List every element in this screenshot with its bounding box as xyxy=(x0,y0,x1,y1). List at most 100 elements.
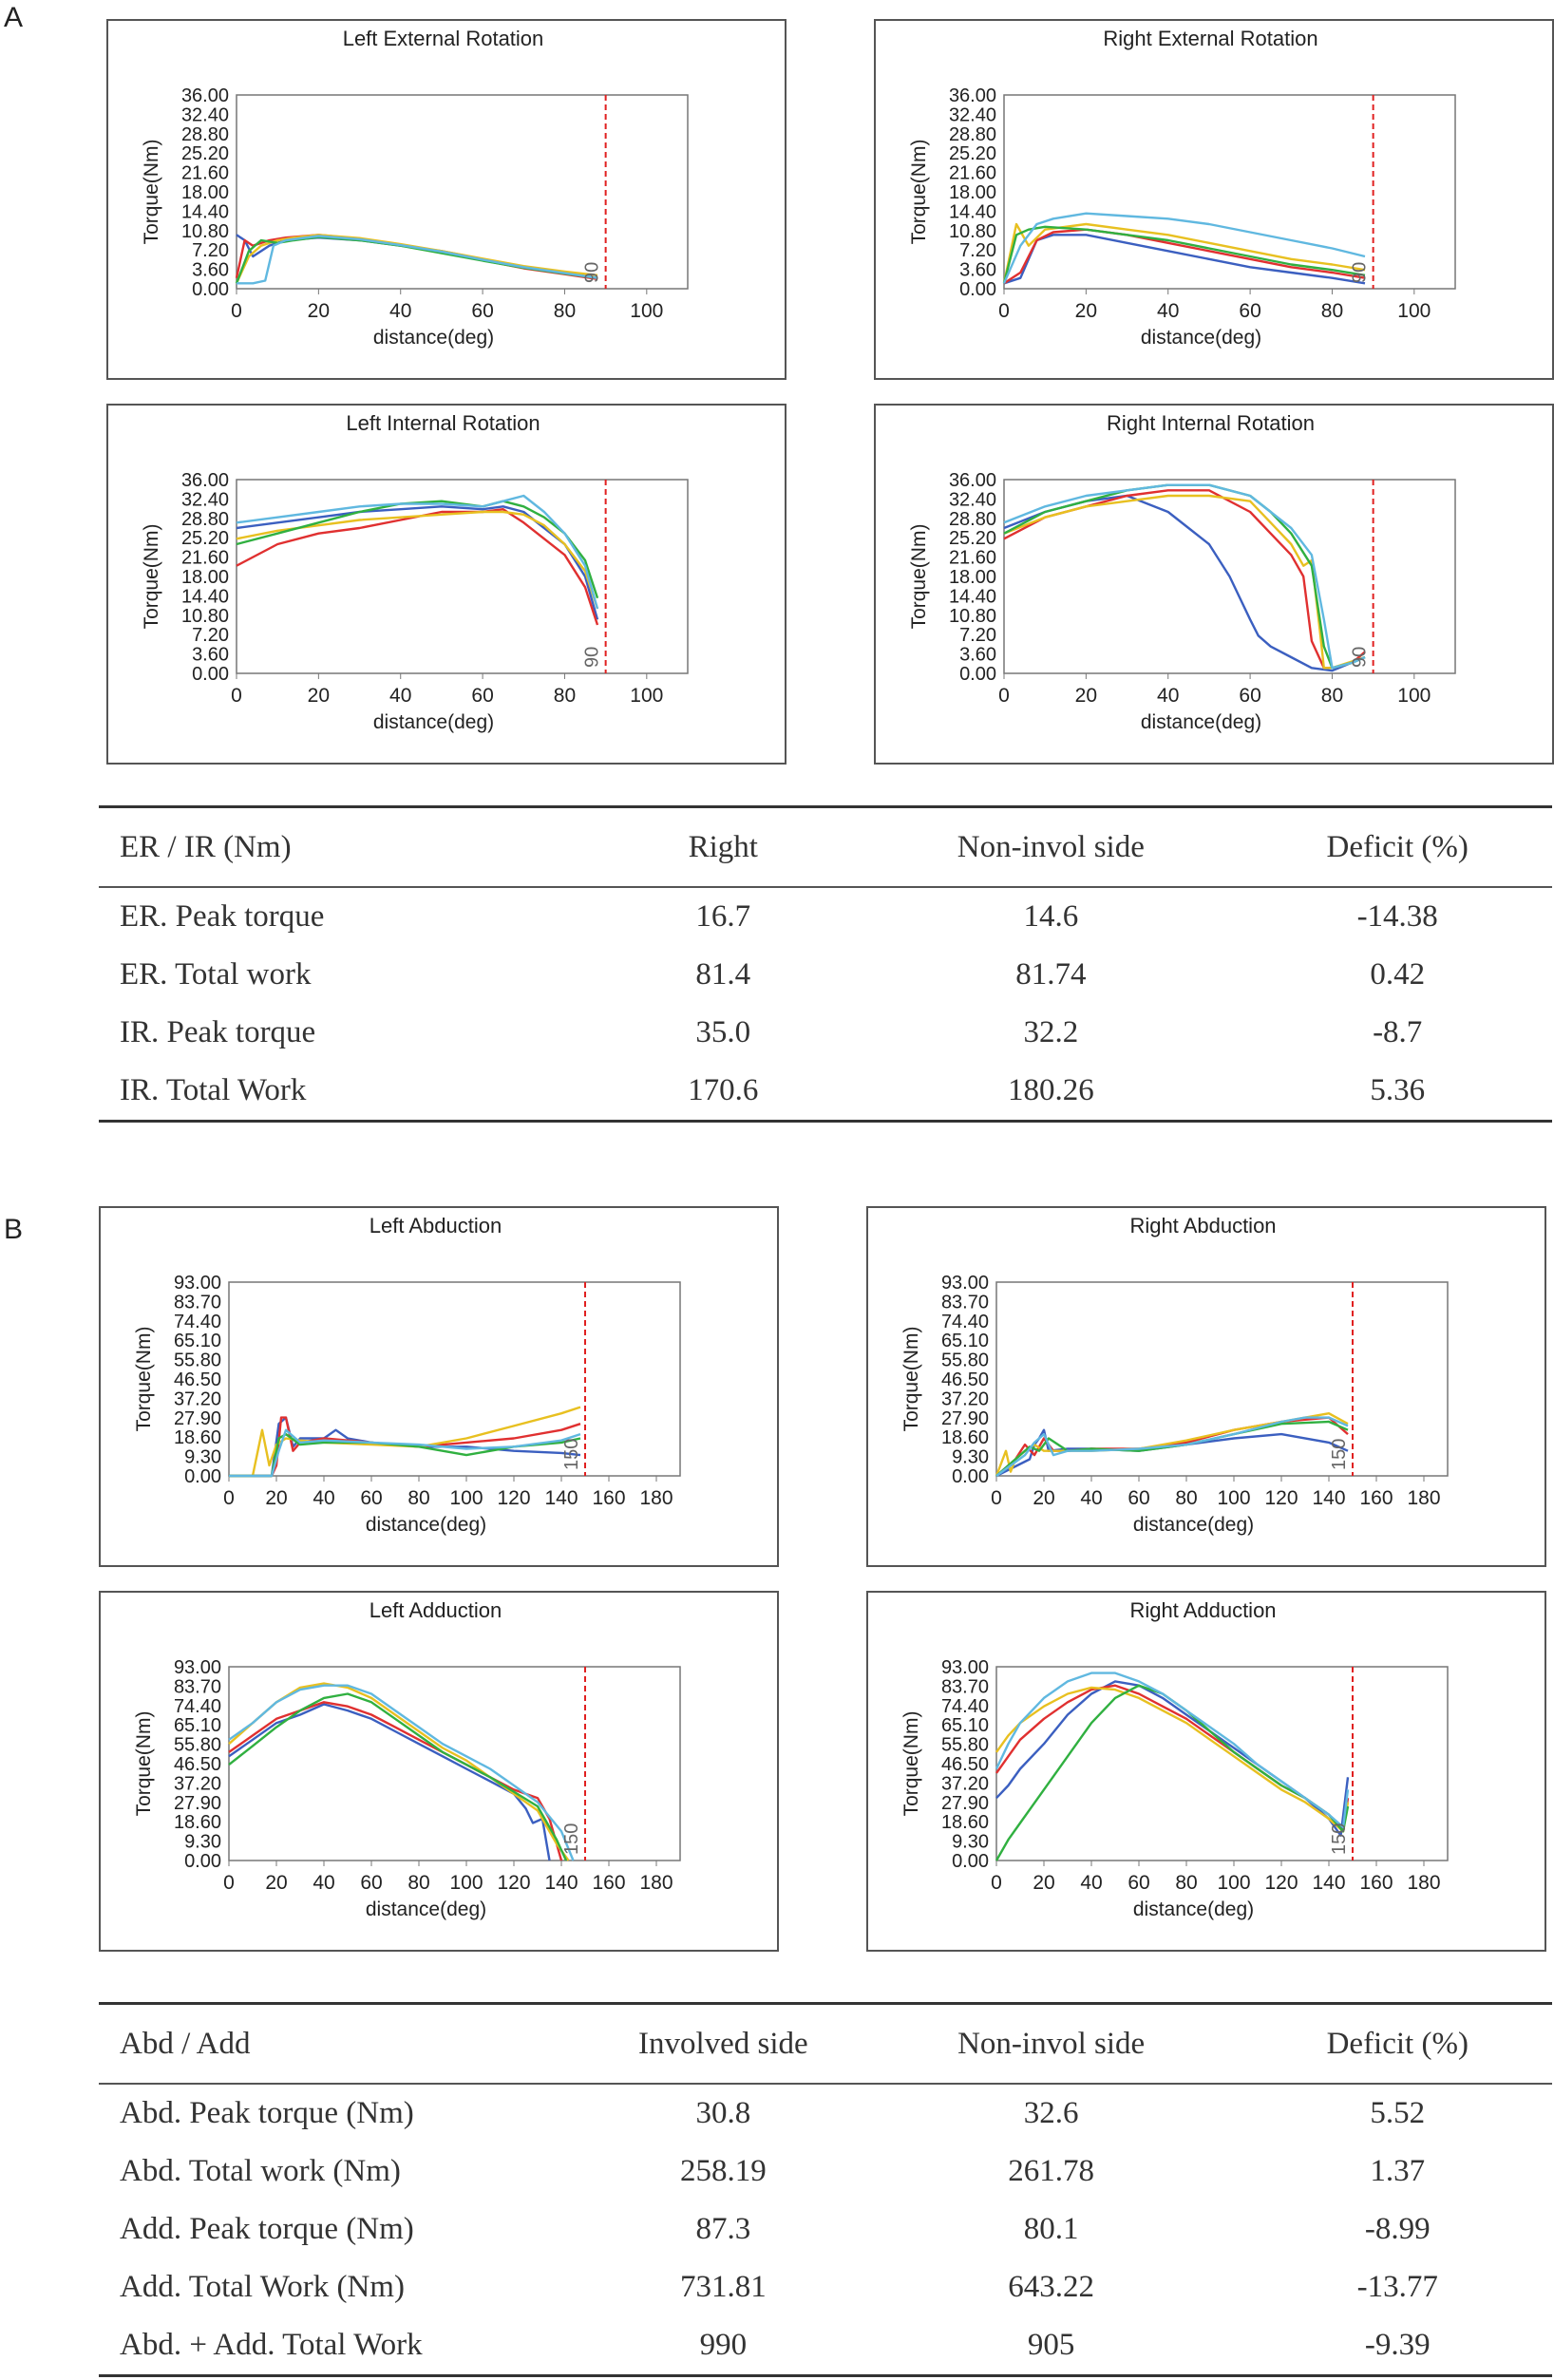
x-tick-label: 0 xyxy=(991,1872,1002,1894)
x-tick-label: 60 xyxy=(360,1872,382,1894)
x-tick-label: 120 xyxy=(1264,1487,1298,1509)
x-axis-label: distance(deg) xyxy=(1141,327,1261,349)
table-header-cell: Involved side xyxy=(637,2026,808,2061)
range-marker-label: 90 xyxy=(1350,262,1371,283)
row-label: Abd. + Add. Total Work xyxy=(120,2328,423,2362)
table-cell: -8.7 xyxy=(1373,1015,1423,1049)
chart-title: Right External Rotation xyxy=(1103,27,1317,50)
y-tick-label: 28.80 xyxy=(949,509,996,530)
y-tick-label: 83.70 xyxy=(174,1676,221,1697)
y-tick-label: 21.60 xyxy=(949,163,996,184)
y-tick-label: 37.20 xyxy=(941,1773,989,1794)
x-tick-label: 20 xyxy=(308,300,330,322)
x-axis-label: distance(deg) xyxy=(1133,1898,1254,1920)
table-cell: 80.1 xyxy=(1023,2212,1079,2246)
row-label: Add. Peak torque (Nm) xyxy=(120,2212,414,2246)
y-tick-label: 46.50 xyxy=(941,1754,989,1775)
y-tick-label: 9.30 xyxy=(952,1447,989,1468)
table-row: IR. Peak torque 35.0 32.2 -8.7 xyxy=(99,1004,1552,1062)
table-cell: 731.81 xyxy=(679,2270,767,2304)
y-tick-label: 83.70 xyxy=(174,1292,221,1313)
y-tick-label: 74.40 xyxy=(941,1312,989,1332)
table-cell: 81.74 xyxy=(1015,957,1087,992)
y-tick-label: 18.60 xyxy=(174,1427,221,1448)
row-label: ER. Total work xyxy=(120,957,312,992)
y-tick-label: 0.00 xyxy=(952,1466,989,1487)
chart-svg: Right External Rotation 0.003.607.2010.80… xyxy=(908,27,1456,349)
series-line-rep3 xyxy=(1002,222,1366,284)
y-tick-label: 46.50 xyxy=(174,1754,221,1775)
x-tick-label: 120 xyxy=(497,1487,530,1509)
table-cell: 30.8 xyxy=(695,2096,751,2130)
x-tick-label: 40 xyxy=(313,1872,334,1894)
x-tick-label: 80 xyxy=(1175,1487,1197,1509)
range-marker-label: 90 xyxy=(1350,647,1371,668)
y-tick-label: 14.40 xyxy=(181,201,229,222)
table-cell: 5.52 xyxy=(1370,2096,1426,2130)
y-tick-label: 65.10 xyxy=(941,1715,989,1736)
table-cell: 5.36 xyxy=(1370,1073,1426,1107)
y-tick-label: 65.10 xyxy=(941,1331,989,1351)
x-tick-label: 0 xyxy=(223,1872,235,1894)
y-tick-label: 0.00 xyxy=(184,1851,221,1872)
x-tick-label: 0 xyxy=(998,685,1010,707)
range-marker-label: 150 xyxy=(1329,1823,1350,1855)
x-tick-label: 40 xyxy=(389,300,411,322)
table-header-cell: Deficit (%) xyxy=(1326,2026,1469,2061)
chart-svg: Left Adduction 0.009.3018.6027.9037.2046.… xyxy=(133,1598,681,1920)
table-header-cell: Non-invol side xyxy=(957,2026,1146,2061)
table-header-cell: ER / IR (Nm) xyxy=(120,829,292,864)
plot-area xyxy=(995,1666,1449,1861)
y-tick-label: 3.60 xyxy=(959,645,996,666)
chart-title: Left Abduction xyxy=(370,1214,502,1237)
table-row: IR. Total Work 170.6 180.26 5.36 xyxy=(99,1062,1552,1122)
plot-area xyxy=(228,1281,681,1477)
x-tick-label: 180 xyxy=(1407,1872,1440,1894)
x-tick-label: 100 xyxy=(449,1487,483,1509)
x-tick-label: 20 xyxy=(265,1872,287,1894)
x-tick-label: 60 xyxy=(360,1487,382,1509)
y-tick-label: 0.00 xyxy=(192,279,229,300)
y-tick-label: 65.10 xyxy=(174,1331,221,1351)
x-tick-label: 100 xyxy=(1397,685,1431,707)
x-tick-label: 20 xyxy=(1075,685,1097,707)
series-line-rep1 xyxy=(1003,234,1366,285)
y-tick-label: 74.40 xyxy=(174,1696,221,1717)
table-cell: 180.26 xyxy=(1007,1073,1094,1107)
table-cell: 32.2 xyxy=(1023,1015,1079,1049)
x-tick-label: 80 xyxy=(407,1487,429,1509)
x-tick-label: 0 xyxy=(231,300,242,322)
table-row: Abd. + Add. Total Work 990 905 -9.39 xyxy=(99,2316,1552,2376)
y-axis-label: Torque(Nm) xyxy=(141,524,162,630)
y-tick-label: 10.80 xyxy=(949,221,996,242)
series-line-rep1 xyxy=(228,1703,551,1861)
x-tick-label: 120 xyxy=(1264,1872,1298,1894)
y-tick-label: 55.80 xyxy=(941,1735,989,1756)
chart-svg: Right Abduction 0.009.3018.6027.9037.2046… xyxy=(900,1214,1449,1536)
x-tick-label: 180 xyxy=(639,1872,673,1894)
series-line-rep4 xyxy=(235,236,598,284)
y-tick-label: 14.40 xyxy=(949,201,996,222)
y-tick-label: 83.70 xyxy=(941,1676,989,1697)
table-cell: 35.0 xyxy=(695,1015,751,1049)
series-line-rep2 xyxy=(995,1684,1350,1833)
x-tick-label: 80 xyxy=(1321,685,1343,707)
x-tick-label: 60 xyxy=(1239,300,1260,322)
y-tick-label: 27.90 xyxy=(174,1408,221,1429)
x-tick-label: 80 xyxy=(554,300,576,322)
chart-svg: Left Internal Rotation0.003.607.2010.801… xyxy=(141,411,689,733)
x-tick-label: 0 xyxy=(998,300,1010,322)
x-tick-label: 100 xyxy=(630,300,663,322)
y-tick-label: 18.60 xyxy=(174,1812,221,1833)
chart-right-abduction: Right Abduction 0.00 9.30 18.60 27.90 37.20 46… xyxy=(866,1206,1546,1567)
table-cell: 990 xyxy=(699,2328,748,2362)
table-cell: 32.6 xyxy=(1023,2096,1079,2130)
y-tick-label: 0.00 xyxy=(952,1851,989,1872)
x-tick-label: 180 xyxy=(639,1487,673,1509)
y-tick-label: 18.00 xyxy=(181,182,229,203)
y-tick-label: 55.80 xyxy=(941,1351,989,1371)
plot-area xyxy=(995,1281,1449,1477)
range-marker-label: 150 xyxy=(561,1439,582,1470)
x-tick-label: 20 xyxy=(1033,1872,1054,1894)
y-tick-label: 18.60 xyxy=(941,1812,989,1833)
